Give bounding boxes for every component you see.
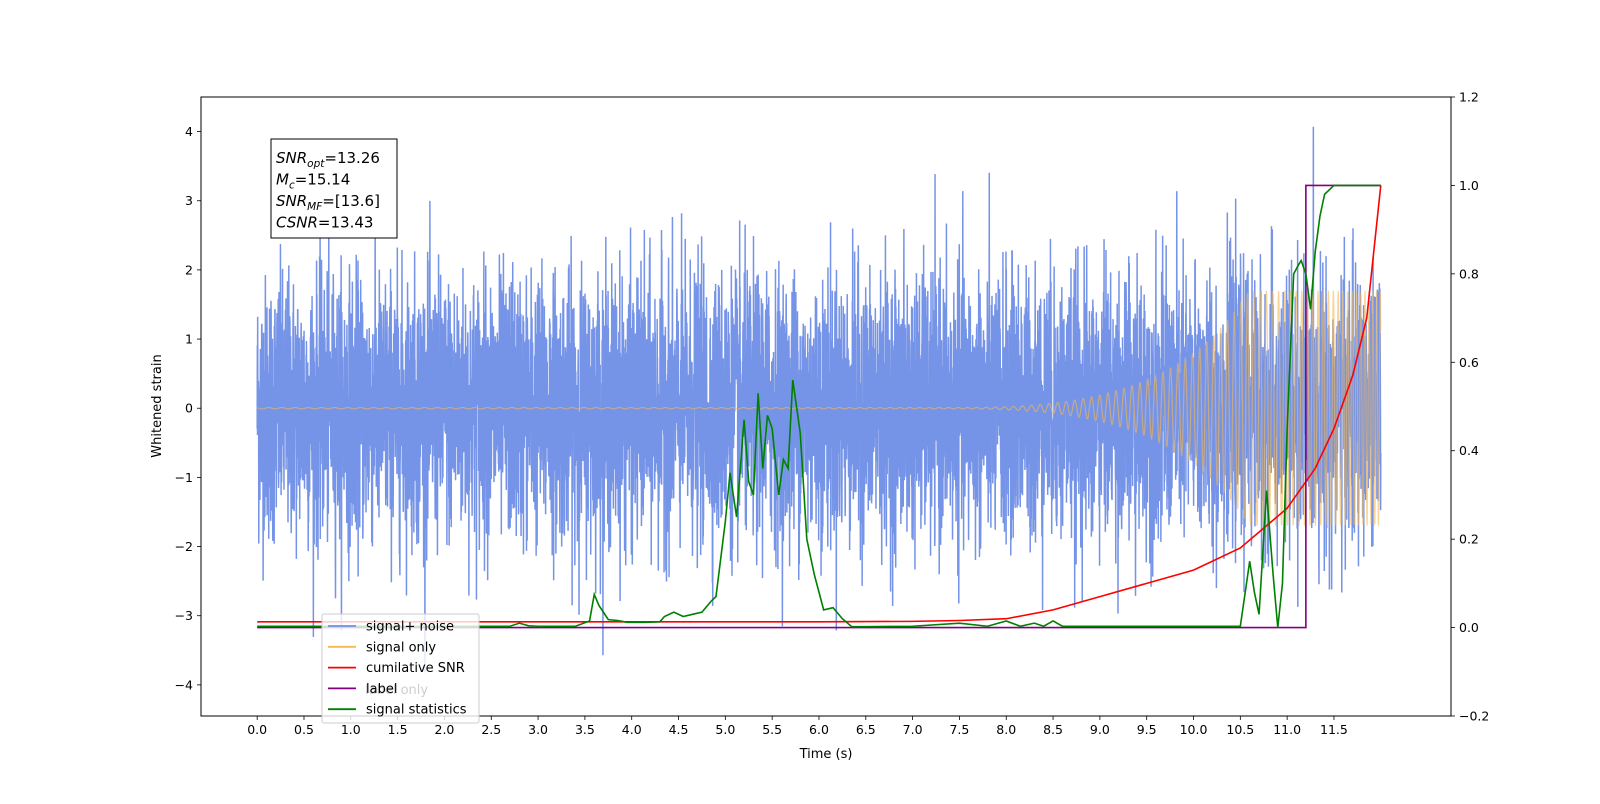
y2-tick-label: 0.2 xyxy=(1459,532,1479,547)
y-tick-label: 3 xyxy=(185,193,193,208)
x-tick-label: 7.5 xyxy=(949,722,969,737)
legend-label: signal+ noise xyxy=(366,620,454,635)
x-tick-label: 7.0 xyxy=(903,722,923,737)
x-tick-label: 2.0 xyxy=(435,722,455,737)
y-tick-label: −3 xyxy=(175,608,193,623)
axes-frame xyxy=(200,96,1452,717)
x-tick-label: 9.0 xyxy=(1090,722,1110,737)
y-tick-label: 0 xyxy=(185,401,193,416)
x-tick-label: 1.5 xyxy=(388,722,408,737)
x-tick-label: 0.0 xyxy=(247,722,267,737)
x-tick-label: 4.5 xyxy=(669,722,689,737)
plot-area xyxy=(256,126,1382,673)
y-tick-label: 4 xyxy=(185,124,193,139)
y-tick-label: −1 xyxy=(175,470,193,485)
legend-label: signal statistics xyxy=(366,703,467,718)
x-tick-label: 4.0 xyxy=(622,722,642,737)
series-signal-statistics xyxy=(257,184,1381,628)
legend-label: cumilative SNR xyxy=(366,661,465,676)
y-axis-left: −4 −3 −2 −1 0 1 2 3 4 xyxy=(175,124,201,692)
y2-tick-label: 0.6 xyxy=(1459,355,1479,370)
series-cumilative-snr xyxy=(257,185,1382,623)
x-tick-label: 6.5 xyxy=(856,722,876,737)
y-tick-label: −4 xyxy=(175,677,193,692)
x-tick-label: 1.0 xyxy=(341,722,361,737)
series-signal-noise xyxy=(256,126,1382,673)
x-axis: 0.0 0.5 1.0 1.5 2.0 2.5 3.0 3.5 4.0 4.5 5.0 5.5 6.0 6… xyxy=(247,716,1348,737)
annotation-frame xyxy=(270,138,398,239)
y2-tick-label: −0.2 xyxy=(1459,709,1489,724)
annotation-line: CSNR=13.43 xyxy=(276,214,373,232)
y2-tick-label: 0.8 xyxy=(1459,266,1479,281)
y-tick-label: −2 xyxy=(175,539,193,554)
legend-label: signal only xyxy=(366,640,436,655)
y2-tick-label: 1.0 xyxy=(1459,178,1479,193)
x-tick-label: 8.0 xyxy=(996,722,1016,737)
x-tick-label: 5.0 xyxy=(715,722,735,737)
annotation-line: Mc=15.14 xyxy=(276,171,350,192)
x-tick-label: 11.5 xyxy=(1320,722,1348,737)
x-tick-label: 0.5 xyxy=(294,722,314,737)
legend-label: label xyxy=(366,682,397,697)
annotation-line: SNRopt=13.26 xyxy=(276,149,380,170)
y2-tick-label: 0.0 xyxy=(1459,620,1479,635)
x-tick-label: 11.0 xyxy=(1273,722,1301,737)
x-tick-label: 3.0 xyxy=(528,722,548,737)
x-tick-label: 8.5 xyxy=(1043,722,1063,737)
metrics-annotation: SNRopt=13.26Mc=15.14SNRMF=[13.6]CSNR=13.… xyxy=(270,138,398,239)
annotation-line: SNRMF=[13.6] xyxy=(276,192,380,213)
y-axis-right: −0.2 0.0 0.2 0.4 0.6 0.8 1.0 1.2 xyxy=(1451,90,1489,724)
y2-tick-label: 1.2 xyxy=(1459,90,1479,105)
x-tick-label: 2.5 xyxy=(481,722,501,737)
y-tick-label: 2 xyxy=(185,262,193,277)
x-axis-label: Time (s) xyxy=(799,747,853,762)
legend-frame xyxy=(321,613,480,724)
x-tick-label: 6.0 xyxy=(809,722,829,737)
x-tick-label: 3.5 xyxy=(575,722,595,737)
x-tick-label: 10.5 xyxy=(1226,722,1254,737)
x-tick-label: 9.5 xyxy=(1137,722,1157,737)
y-axis-label: Whitened strain xyxy=(150,354,165,457)
y2-tick-label: 0.4 xyxy=(1459,443,1479,458)
x-tick-label: 10.0 xyxy=(1180,722,1208,737)
series-signal-only xyxy=(257,289,1382,526)
y-tick-label: 1 xyxy=(185,332,193,347)
x-tick-label: 5.5 xyxy=(762,722,782,737)
series-label xyxy=(257,184,1381,629)
